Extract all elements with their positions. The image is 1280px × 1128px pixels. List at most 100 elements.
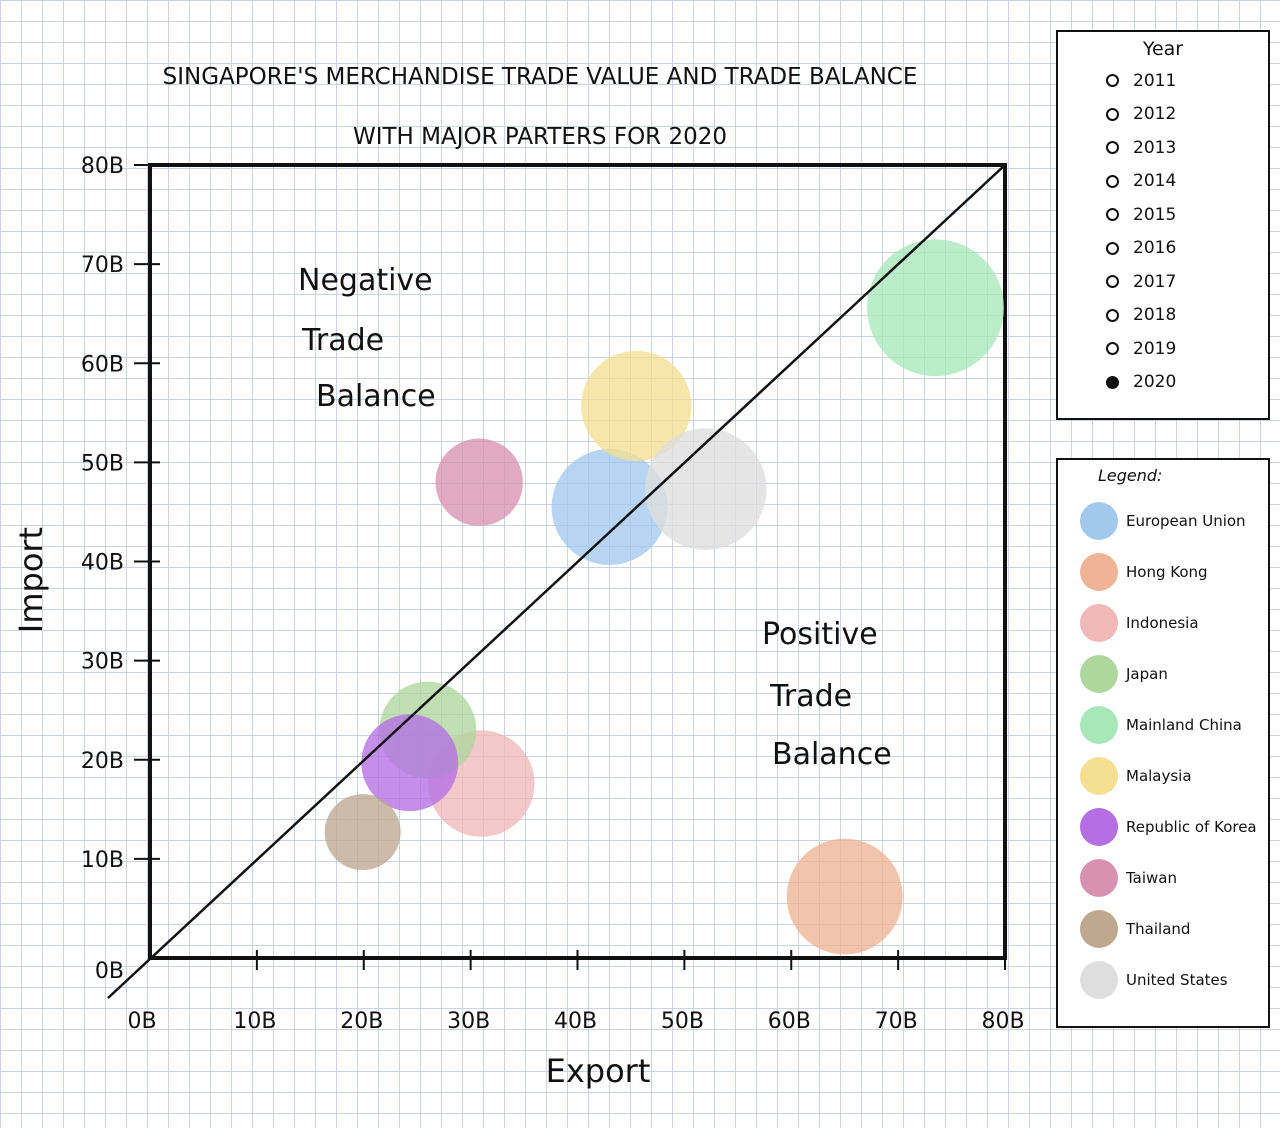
legend-label: Mainland China	[1126, 715, 1242, 734]
year-option-label: 2011	[1133, 70, 1177, 91]
year-option-label: 2018	[1133, 305, 1177, 326]
legend-item: Hong Kong	[1080, 546, 1268, 597]
positive-annotation-line1: Positive	[762, 617, 878, 652]
year-option-label: 2015	[1133, 204, 1177, 225]
chart-title-line2: WITH MAJOR PARTERS FOR 2020	[353, 124, 727, 150]
bubble-taiwan	[435, 438, 523, 526]
y-tick-label: 80B	[81, 154, 124, 179]
legend-list: European Union Hong Kong Indonesia Japan Mai…	[1058, 495, 1268, 1005]
x-tick-label: 0B	[127, 1009, 156, 1034]
legend-swatch	[1080, 960, 1118, 999]
negative-balance-annotation: Negative Trade Balance	[298, 263, 436, 414]
legend-label: Hong Kong	[1126, 562, 1208, 581]
legend-label: European Union	[1126, 511, 1246, 530]
legend-label: Japan	[1126, 664, 1168, 683]
legend-label: Indonesia	[1126, 613, 1199, 632]
year-option-label: 2014	[1133, 171, 1177, 192]
x-axis-label: Export	[546, 1052, 651, 1090]
x-tick-label: 80B	[981, 1009, 1024, 1034]
bubble-malaysia	[581, 350, 692, 461]
year-radio-button[interactable]	[1106, 375, 1119, 389]
legend-swatch	[1080, 654, 1118, 693]
x-tick-label: 20B	[340, 1009, 383, 1034]
negative-annotation-line3: Balance	[316, 379, 436, 414]
legend-swatch	[1080, 858, 1118, 897]
y-tick-label: 50B	[81, 451, 124, 476]
year-option-label: 2016	[1133, 238, 1177, 259]
legend-swatch	[1080, 501, 1118, 540]
legend-swatch	[1080, 603, 1118, 642]
y-tick-label: 30B	[81, 650, 124, 675]
year-radio-button[interactable]	[1106, 241, 1119, 255]
year-radio-button[interactable]	[1106, 208, 1119, 222]
negative-annotation-line2: Trade	[301, 323, 384, 358]
year-panel-title: Year	[1142, 38, 1184, 60]
year-option-label: 2013	[1133, 137, 1177, 158]
trade-balance-diagonal	[107, 164, 1006, 999]
year-option-2013[interactable]: 2013	[1106, 131, 1268, 165]
legend-label: Malaysia	[1126, 766, 1192, 785]
legend-label: Republic of Korea	[1126, 817, 1257, 836]
y-tick-label: 70B	[81, 253, 124, 278]
legend-swatch	[1080, 909, 1118, 948]
year-option-2019[interactable]: 2019	[1106, 332, 1268, 366]
year-option-2017[interactable]: 2017	[1106, 265, 1268, 299]
year-filter-panel: Year 2011 2012 2013 2014 2015 2016 2017 2018 201…	[1056, 30, 1270, 420]
x-tick-label: 40B	[554, 1009, 597, 1034]
legend-label: Thailand	[1126, 919, 1191, 938]
year-radio-button[interactable]	[1106, 275, 1119, 289]
legend-swatch	[1080, 552, 1118, 591]
y-tick-label: 60B	[81, 352, 124, 377]
x-tick-label: 30B	[447, 1009, 490, 1034]
year-option-2020[interactable]: 2020	[1106, 366, 1268, 400]
x-tick-label: 50B	[661, 1009, 704, 1034]
x-tick-label: 60B	[768, 1009, 811, 1034]
y-tick-label: 40B	[81, 551, 124, 576]
year-option-label: 2012	[1133, 104, 1177, 125]
y-tick-label: 20B	[81, 749, 124, 774]
year-radio-button[interactable]	[1106, 141, 1119, 155]
y-axis-label: Import	[12, 527, 50, 633]
year-option-2015[interactable]: 2015	[1106, 198, 1268, 232]
legend-item: Mainland China	[1080, 699, 1268, 750]
year-radio-list: 2011 2012 2013 2014 2015 2016 2017 2018 2019 2020	[1058, 64, 1268, 399]
positive-annotation-line3: Balance	[772, 737, 892, 772]
legend-title: Legend:	[1098, 466, 1163, 485]
negative-annotation-line1: Negative	[298, 263, 433, 298]
bubble-united-states	[644, 428, 767, 550]
year-option-2018[interactable]: 2018	[1106, 299, 1268, 333]
legend-swatch	[1080, 807, 1118, 846]
year-option-label: 2020	[1133, 372, 1177, 393]
legend-item: Thailand	[1080, 903, 1268, 954]
y-tick-label: 0B	[95, 959, 124, 984]
positive-annotation-line2: Trade	[769, 679, 852, 714]
year-radio-button[interactable]	[1106, 107, 1119, 121]
legend-item: Taiwan	[1080, 852, 1268, 903]
year-option-2014[interactable]: 2014	[1106, 165, 1268, 199]
year-option-2011[interactable]: 2011	[1106, 64, 1268, 98]
legend-label: United States	[1126, 970, 1228, 989]
legend-panel: Legend: European Union Hong Kong Indonesia…	[1056, 458, 1270, 1028]
bubble-republic-of-korea	[361, 714, 459, 812]
year-radio-button[interactable]	[1106, 74, 1119, 88]
year-radio-button[interactable]	[1106, 174, 1119, 188]
year-option-label: 2019	[1133, 338, 1177, 359]
legend-item: Indonesia	[1080, 597, 1268, 648]
bubble-european-union	[551, 449, 668, 565]
x-tick-label: 70B	[875, 1009, 918, 1034]
y-tick-label: 10B	[81, 848, 124, 873]
bubble-hong-kong	[786, 838, 903, 955]
legend-item: Malaysia	[1080, 750, 1268, 801]
legend-item: United States	[1080, 954, 1268, 1005]
year-radio-button[interactable]	[1106, 342, 1119, 356]
positive-balance-annotation: Positive Trade Balance	[762, 617, 892, 772]
year-option-label: 2017	[1133, 271, 1177, 292]
plot-area: 0B 10B 20B 30B 40B 50B 60B 70B 80B 0B 10B 20B 30B 40B…	[81, 154, 1025, 1034]
scatter-chart: SINGAPORE'S MERCHANDISE TRADE VALUE AND …	[12, 64, 1025, 1090]
bubble-thailand	[324, 794, 401, 871]
legend-item: Japan	[1080, 648, 1268, 699]
year-radio-button[interactable]	[1106, 308, 1119, 322]
year-option-2012[interactable]: 2012	[1106, 98, 1268, 132]
chart-title-line1: SINGAPORE'S MERCHANDISE TRADE VALUE AND …	[163, 64, 918, 90]
year-option-2016[interactable]: 2016	[1106, 232, 1268, 266]
